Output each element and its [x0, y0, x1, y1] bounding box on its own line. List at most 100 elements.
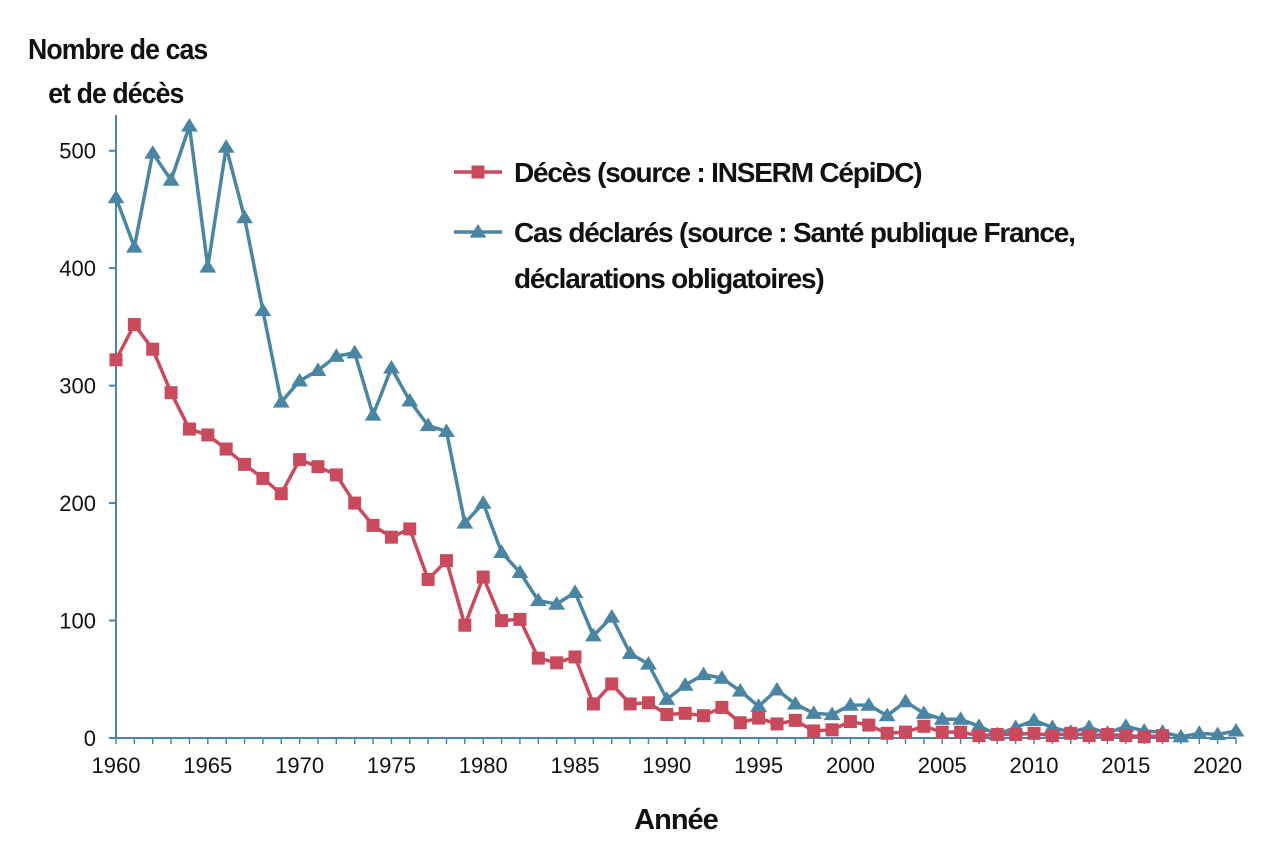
x-tick-label: 1960 [92, 753, 141, 778]
data-point-deces [733, 716, 747, 730]
data-point-cas [786, 695, 804, 710]
x-tick-label: 2015 [1101, 753, 1150, 778]
data-point-cas [383, 360, 400, 374]
data-point-cas [107, 189, 125, 204]
x-tick-label: 1975 [367, 753, 416, 778]
x-tick-label: 1980 [459, 753, 508, 778]
y-tick-label: 300 [59, 374, 96, 399]
data-point-cas [291, 372, 309, 387]
data-point-deces [935, 725, 949, 739]
data-point-cas [199, 259, 217, 273]
y-tick-label: 100 [59, 609, 96, 634]
x-tick-label: 2020 [1193, 753, 1242, 778]
data-point-deces [770, 717, 784, 731]
data-point-deces [1119, 729, 1133, 743]
legend-swatch-marker [469, 224, 487, 238]
data-point-cas [621, 645, 639, 660]
data-point-cas [125, 239, 143, 253]
data-point-cas [878, 707, 896, 722]
data-point-deces [972, 729, 986, 743]
data-point-deces [513, 612, 527, 626]
data-point-deces [256, 471, 270, 485]
data-point-deces [899, 725, 913, 739]
legend: Décès (source : INSERM CépiDC) Cas déclar… [454, 157, 1076, 294]
data-point-cas [842, 697, 859, 711]
data-point-deces [843, 715, 857, 729]
data-point-deces [990, 727, 1004, 741]
data-point-cas [474, 495, 492, 509]
data-point-deces [274, 487, 288, 501]
data-point-deces [219, 442, 233, 456]
data-point-cas [676, 677, 694, 691]
data-point-deces [182, 422, 196, 436]
series-markers [107, 118, 1245, 744]
data-point-cas [584, 627, 602, 642]
data-point-cas [1209, 726, 1227, 741]
data-point-cas [529, 592, 547, 607]
x-tick-label: 1970 [275, 753, 324, 778]
data-point-deces [439, 554, 453, 568]
y-tick-label: 200 [59, 491, 96, 516]
data-point-cas [401, 392, 419, 407]
legend-label: Cas déclarés (source : Santé publique Fr… [514, 217, 1075, 248]
data-point-cas [1025, 712, 1043, 726]
data-point-deces [146, 342, 160, 356]
data-point-cas [952, 711, 969, 725]
data-point-cas [162, 172, 180, 186]
data-point-cas [254, 302, 272, 317]
data-point-deces [1137, 730, 1151, 744]
x-axis-label: Année [634, 804, 719, 836]
data-point-deces [807, 724, 821, 738]
data-point-deces [476, 570, 490, 584]
x-tick-label: 1995 [734, 753, 783, 778]
data-point-cas [1227, 722, 1245, 737]
data-point-deces [329, 468, 343, 482]
data-point-deces [862, 718, 876, 732]
data-point-deces [201, 428, 215, 442]
data-point-cas [768, 681, 786, 696]
data-point-deces [458, 618, 472, 632]
data-point-deces [1082, 729, 1096, 743]
data-point-cas [695, 666, 712, 681]
data-point-deces [164, 386, 178, 400]
data-point-deces [421, 572, 435, 586]
data-point-cas [970, 718, 988, 732]
data-point-cas [511, 564, 529, 578]
data-point-deces [366, 518, 380, 532]
data-point-deces [825, 723, 839, 737]
data-point-deces [678, 706, 692, 720]
x-tick-label: 1990 [642, 753, 691, 778]
data-point-cas [272, 394, 290, 408]
data-point-cas [823, 706, 841, 721]
legend-swatch-marker [471, 165, 485, 179]
data-point-deces [127, 318, 141, 332]
data-point-deces [384, 530, 398, 544]
data-point-deces [715, 700, 729, 714]
data-point-deces [568, 650, 582, 664]
data-point-cas [548, 596, 566, 610]
data-point-deces [495, 614, 509, 628]
x-tick-label: 1965 [183, 753, 232, 778]
data-point-cas [731, 683, 749, 697]
data-point-cas [327, 348, 345, 362]
series-line-deces [114, 322, 1163, 739]
data-point-cas [897, 693, 914, 708]
data-point-deces [1009, 727, 1023, 741]
data-point-deces [531, 651, 545, 665]
data-point-cas [713, 670, 731, 684]
data-point-deces [752, 711, 766, 725]
data-point-deces [660, 708, 674, 722]
data-point-deces [311, 460, 325, 474]
ticks: 0 100 200 300 400 500 1960 1965 1970 1975 1980 1985… [59, 139, 1242, 778]
legend-label: déclarations obligatoires) [514, 263, 824, 294]
data-point-cas [236, 209, 253, 224]
data-point-cas [860, 697, 878, 711]
data-point-deces [109, 353, 123, 367]
data-point-deces [917, 719, 931, 733]
data-point-deces [1156, 729, 1170, 743]
data-point-cas [438, 423, 455, 438]
axes [115, 115, 1236, 739]
data-point-deces [880, 726, 894, 740]
data-point-cas [1190, 725, 1208, 739]
